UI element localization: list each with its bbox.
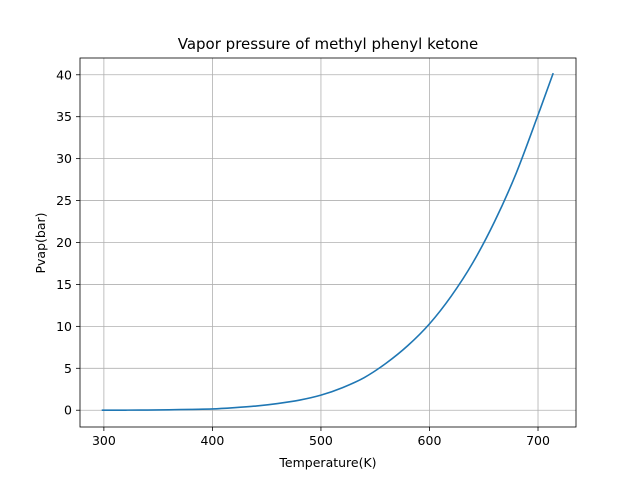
y-tick-label: 15 (56, 277, 72, 292)
x-axis-title: Temperature(K) (278, 455, 376, 470)
ticks: 300 400 500 600 700 0 5 10 15 20 25 30 35 40 (56, 67, 550, 448)
x-tick-label: 600 (418, 433, 442, 448)
x-tick-label: 300 (92, 433, 116, 448)
series-line-0 (101, 72, 554, 412)
x-tick-label: 700 (526, 433, 550, 448)
y-tick-label: 20 (56, 235, 72, 250)
y-tick-label: 5 (64, 361, 72, 376)
x-tick-label: 500 (309, 433, 333, 448)
chart-title: Vapor pressure of methyl phenyl ketone (178, 35, 479, 53)
grid (80, 58, 576, 427)
y-tick-label: 0 (64, 403, 72, 418)
y-tick-label: 35 (56, 109, 72, 124)
y-tick-label: 25 (56, 193, 72, 208)
y-axis-title: Pvap(bar) (33, 212, 48, 273)
y-tick-label: 30 (56, 151, 72, 166)
series-layer (101, 72, 554, 412)
y-tick-label: 40 (56, 67, 72, 82)
x-tick-label: 400 (200, 433, 224, 448)
y-tick-label: 10 (56, 319, 72, 334)
